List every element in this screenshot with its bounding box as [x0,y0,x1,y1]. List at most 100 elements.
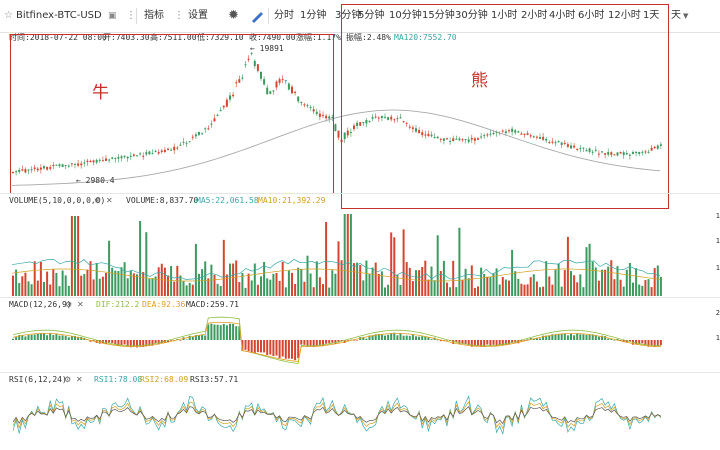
candle-body [601,151,603,153]
more-icon[interactable]: ⋮ [126,10,136,21]
volume-bar [659,276,662,296]
draw-pen-icon[interactable] [250,9,264,23]
macd-bar [167,340,169,343]
volume-bar [387,284,390,296]
candle-body [619,152,622,154]
candle-body [408,126,411,128]
candle-body [328,116,331,119]
candle-body [154,150,157,152]
macd-bar [535,337,538,340]
candle-body [591,151,594,153]
interval-6h[interactable]: 6小时 [578,10,605,21]
macd-bar [585,334,588,340]
volume-bar [576,282,579,296]
theme-sun-icon[interactable]: ✹ [228,8,239,23]
rsi3-line [12,405,662,425]
candle-body [597,153,600,155]
macd-bar [15,336,18,340]
interval-12h[interactable]: 12小时 [608,10,641,21]
more-icon[interactable]: ⋮ [174,10,184,21]
volume-bar [15,269,18,296]
interval-1m[interactable]: 1分钟 [300,10,327,21]
candle-body [39,167,42,170]
volume-bar [396,274,399,296]
macd-bar [517,340,520,344]
candle-body [353,125,355,130]
volume-bar [219,286,222,296]
interval-4h[interactable]: 4小时 [549,10,576,21]
volume-bar [266,278,269,296]
macd-bar [343,340,346,343]
macd-bar [253,340,256,353]
volume-bar [597,280,600,296]
interval-1d[interactable]: 1天 [643,10,660,21]
volume-bar [201,269,204,296]
macd-bar [241,340,244,351]
volume-bar [306,255,309,296]
candle-body [86,160,89,162]
close-icon[interactable]: ✕ [76,375,83,384]
candle-body [18,169,21,172]
high-price-marker: ← 19891 [250,44,284,53]
volume-bar [275,272,278,296]
volume-bar [238,282,241,296]
candle-body [272,90,275,92]
candle-body [238,79,241,83]
volume-bar [656,265,659,296]
close-icon[interactable]: ✕ [77,300,84,309]
volume-bar [167,275,169,296]
volume-bar [303,281,306,296]
volume-bar [418,270,421,296]
candle-body [356,122,359,127]
volume-bar [154,276,157,296]
volume-bar [402,229,405,296]
macd-bar [625,340,628,343]
volume-bar [483,273,486,296]
macd-bar [430,339,433,340]
volume-bar [52,269,55,296]
interval-10m[interactable]: 10分钟 [389,10,422,21]
macd-bar [594,335,597,340]
candle-body [477,138,479,140]
candle-body [21,169,24,171]
candle-body [229,95,231,100]
star-icon[interactable]: ☆ [4,10,13,21]
interval-fenshi[interactable]: 分时 [274,10,294,21]
interval-1h[interactable]: 1小时 [491,10,518,21]
gear-icon[interactable]: ⚙ [94,196,102,205]
macd-bar [225,325,228,340]
volume-bar [315,261,318,296]
interval-15m[interactable]: 15分钟 [422,10,455,21]
volume-bar [532,274,535,296]
interval-30m[interactable]: 30分钟 [455,10,488,21]
settings-button[interactable]: 设置 [188,10,208,21]
volume-bar [594,267,597,296]
macd-bar [576,333,579,340]
interval-5m[interactable]: 5分钟 [358,10,385,21]
interval-2h[interactable]: 2小时 [521,10,548,21]
macd-bar [641,340,644,344]
close-icon[interactable]: ✕ [106,196,113,205]
macd-bar [436,339,439,341]
interval-3m[interactable]: 3分钟 [335,10,362,21]
volume-bar [322,284,324,296]
volume-bar [33,261,36,296]
symbol-name[interactable]: Bitfinex-BTC-USD [16,10,102,21]
macd-bar [179,340,182,341]
volume-bar [291,272,293,296]
gear-icon[interactable]: ⚙ [64,375,72,384]
volume-bar [517,278,520,296]
indicators-button[interactable]: 指标 [144,10,164,21]
candle-body [514,130,517,133]
volume-bar [39,262,42,296]
interval-more[interactable]: 天 ▼ [671,0,688,32]
volume-bar [185,285,188,296]
volume-bar [501,276,504,296]
fullscreen-icon[interactable]: ▣ [108,11,117,21]
volume-bar [287,270,290,296]
candle-body [105,158,107,161]
volume-bar [632,282,634,296]
gear-icon[interactable]: ⚙ [65,300,73,309]
volume-bar [46,271,49,296]
